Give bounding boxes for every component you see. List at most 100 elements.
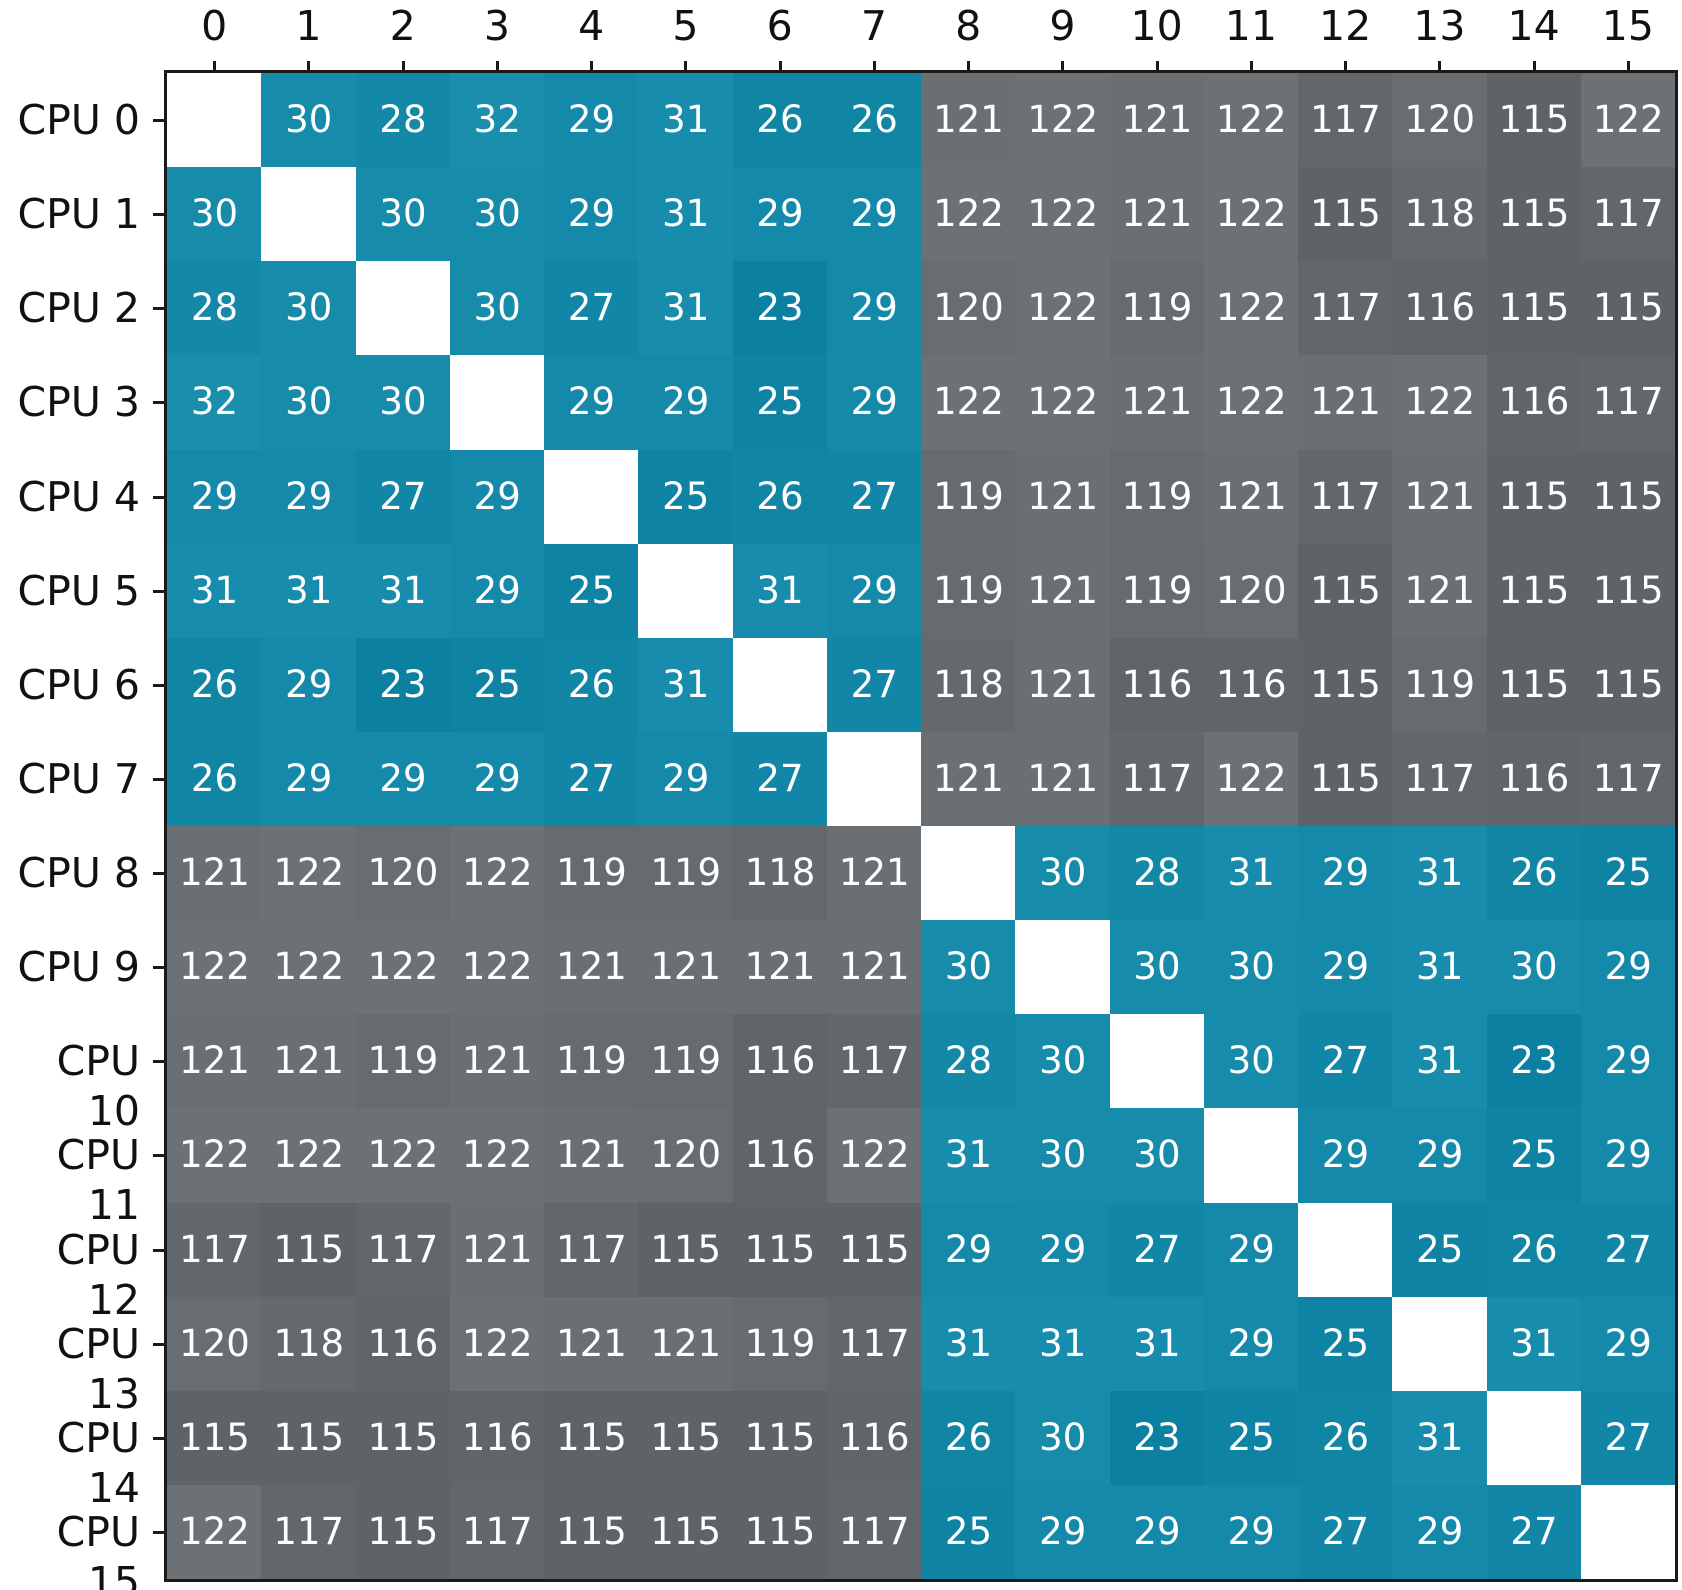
matrix-cell: 121: [1109, 355, 1205, 451]
matrix-cell: 23: [1486, 1014, 1582, 1110]
matrix-cell: 29: [1298, 1108, 1393, 1204]
matrix-cell: 30: [449, 167, 545, 262]
matrix-cell: 27: [826, 449, 922, 545]
matrix-cell: 30: [1015, 1108, 1111, 1204]
matrix-cell: 122: [921, 167, 1016, 262]
y-tick-mark: [153, 683, 167, 687]
matrix-cell: 29: [638, 731, 734, 827]
matrix-cell: 116: [1392, 261, 1488, 357]
matrix-cell: 119: [1392, 637, 1488, 733]
matrix-cell: 122: [355, 920, 451, 1015]
matrix-cell: 115: [638, 1390, 734, 1486]
x-tick-mark: [401, 61, 405, 73]
x-tick-mark: [1344, 61, 1348, 73]
x-tick-mark: [590, 61, 594, 73]
matrix-cell: 119: [638, 1014, 734, 1110]
matrix-cell: 121: [449, 1202, 545, 1298]
matrix-cell: 26: [1486, 826, 1582, 921]
matrix-cell: 27: [826, 637, 922, 733]
matrix-cell: 30: [1015, 826, 1111, 921]
matrix-cell: 122: [261, 1108, 357, 1204]
matrix-cell: 117: [261, 1484, 357, 1579]
y-tick-label: CPU 9: [17, 943, 140, 992]
x-tick-mark: [872, 61, 876, 73]
matrix-cell: 29: [449, 731, 545, 827]
matrix-cell: 121: [921, 731, 1016, 827]
matrix-cell: 117: [355, 1202, 451, 1298]
matrix-cell: 116: [449, 1390, 545, 1486]
matrix-cell: 29: [544, 355, 639, 451]
matrix-cell: 122: [167, 920, 262, 1015]
x-tick-mark: [967, 61, 971, 73]
matrix-cell: 27: [1298, 1484, 1393, 1579]
matrix-cell: 25: [1580, 826, 1675, 921]
matrix-cell: 25: [1203, 1390, 1299, 1486]
matrix-cell: 25: [638, 449, 734, 545]
matrix-cell: 122: [167, 1484, 262, 1579]
matrix-cell: 31: [638, 73, 734, 168]
y-tick-label: CPU 5: [17, 566, 140, 615]
matrix-cell: 118: [261, 1296, 357, 1392]
x-tick-mark: [1155, 61, 1159, 73]
matrix-cell: 32: [449, 73, 545, 168]
matrix-cell: 25: [1486, 1108, 1582, 1204]
matrix-cell: [1203, 1108, 1299, 1204]
matrix-cell: 122: [1203, 355, 1299, 451]
matrix-cell: [544, 449, 639, 545]
matrix-cell: 25: [921, 1484, 1016, 1579]
matrix-cell: 122: [449, 1108, 545, 1204]
y-tick-mark: [153, 872, 167, 876]
matrix-cell: 30: [921, 920, 1016, 1015]
x-tick-label: 2: [389, 2, 416, 50]
matrix-cell: 29: [826, 355, 922, 451]
matrix-cell: 31: [1392, 1014, 1488, 1110]
matrix-cell: 115: [355, 1390, 451, 1486]
matrix-cell: 23: [1109, 1390, 1205, 1486]
y-tick-mark: [153, 777, 167, 781]
matrix-cell: 120: [1392, 73, 1488, 168]
matrix-cell: [355, 261, 451, 357]
matrix-cell: 30: [261, 261, 357, 357]
matrix-cell: 121: [1203, 449, 1299, 545]
matrix-cell: 115: [1580, 449, 1675, 545]
matrix-cell: 31: [1203, 826, 1299, 921]
x-tick-label: 15: [1601, 2, 1654, 50]
matrix-cell: 31: [261, 543, 357, 639]
matrix-cell: 30: [1015, 1014, 1111, 1110]
matrix-cell: 28: [355, 73, 451, 168]
y-tick-label: CPU 12: [56, 1225, 140, 1324]
x-tick-label: 14: [1507, 2, 1560, 50]
matrix-cell: 31: [167, 543, 262, 639]
matrix-cell: 31: [1392, 826, 1488, 921]
matrix-cell: 115: [638, 1484, 734, 1579]
matrix-cell: 121: [449, 1014, 545, 1110]
matrix-cell: 29: [1203, 1296, 1299, 1392]
y-tick-mark: [153, 1060, 167, 1064]
matrix-cell: 28: [1109, 826, 1205, 921]
matrix-cell: 26: [826, 73, 922, 168]
matrix-cell: 121: [1392, 543, 1488, 639]
matrix-cell: 29: [1015, 1202, 1111, 1298]
matrix-cell: 115: [355, 1484, 451, 1579]
matrix-cell: 30: [1015, 1390, 1111, 1486]
matrix-cell: 115: [826, 1202, 922, 1298]
matrix-cell: 122: [826, 1108, 922, 1204]
matrix-cell: 115: [732, 1390, 828, 1486]
matrix-cell: [1486, 1390, 1582, 1486]
matrix-cell: 29: [1580, 920, 1675, 1015]
matrix-cell: 27: [732, 731, 828, 827]
matrix-cell: 29: [826, 167, 922, 262]
matrix-cell: 31: [1109, 1296, 1205, 1392]
matrix-cell: 29: [1015, 1484, 1111, 1579]
matrix-cell: 117: [1298, 449, 1393, 545]
matrix-cell: 121: [638, 1296, 734, 1392]
matrix-cell: 121: [826, 826, 922, 921]
y-tick-mark: [153, 1530, 167, 1534]
matrix-cell: 23: [732, 261, 828, 357]
matrix-cell: 120: [1203, 543, 1299, 639]
matrix-cell: 120: [355, 826, 451, 921]
y-tick-label: CPU 1: [17, 190, 140, 239]
matrix-cell: 25: [449, 637, 545, 733]
matrix-cell: 119: [544, 826, 639, 921]
